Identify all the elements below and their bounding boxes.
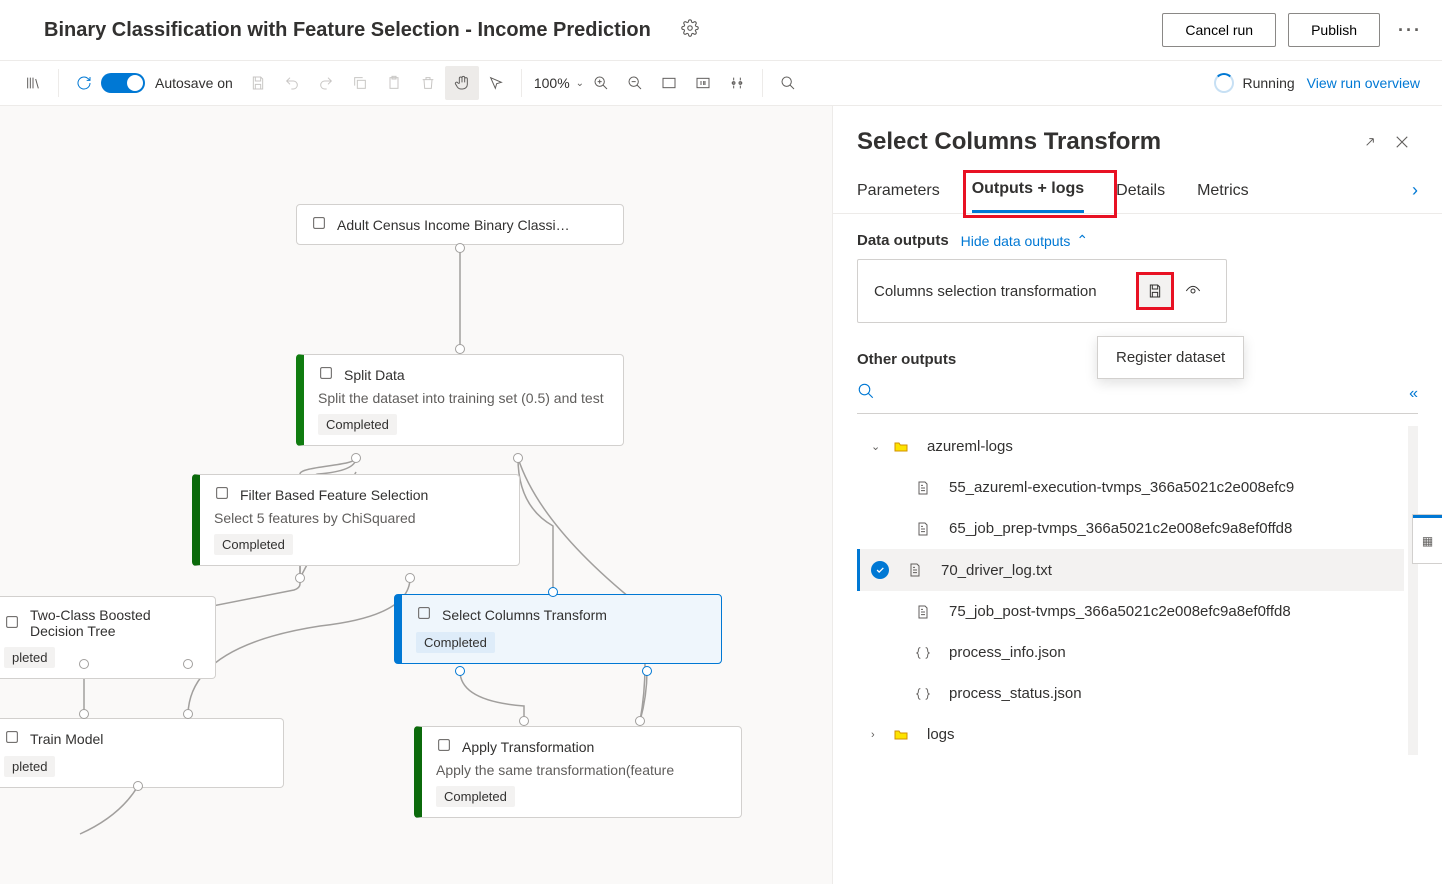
chevron-right-icon: › [871, 729, 887, 741]
outputs-file-tree: ⌄ azureml-logs 55_azureml-execution-tvmp… [857, 426, 1418, 755]
actual-size-icon[interactable] [686, 66, 720, 100]
search-icon [857, 382, 875, 405]
tab-outputs-logs[interactable]: Outputs + logs [972, 168, 1084, 213]
outputs-search[interactable]: « [857, 374, 1418, 414]
node-port[interactable] [351, 453, 361, 463]
folder-icon [893, 727, 913, 743]
node-port[interactable] [79, 709, 89, 719]
delete-icon [411, 66, 445, 100]
preview-output-icon[interactable] [1176, 274, 1210, 308]
node-port[interactable] [548, 587, 558, 597]
toolbar: Autosave on 100% ⌄ Running View run over… [0, 60, 1442, 106]
json-icon [915, 686, 935, 702]
node-port[interactable] [183, 709, 193, 719]
tree-folder-logs[interactable]: › logs [857, 714, 1404, 755]
zoom-level[interactable]: 100% [534, 75, 570, 91]
close-panel-icon[interactable] [1386, 126, 1418, 158]
node-select[interactable]: Select Columns TransformCompleted [394, 594, 722, 664]
tree-file[interactable]: 55_azureml-execution-tvmps_366a5021c2e00… [857, 467, 1404, 508]
title-bar: Binary Classification with Feature Selec… [0, 0, 1442, 60]
publish-button[interactable]: Publish [1288, 13, 1380, 47]
panel-tabs: Parameters Outputs + logs Details Metric… [833, 168, 1442, 214]
data-output-card: Columns selection transformation [857, 259, 1227, 323]
json-icon [915, 645, 935, 661]
chevron-down-icon: ⌄ [871, 440, 887, 453]
node-port[interactable] [455, 243, 465, 253]
node-port[interactable] [295, 573, 305, 583]
check-icon [871, 561, 889, 579]
autosave-toggle[interactable] [101, 73, 145, 93]
tree-folder-azureml-logs[interactable]: ⌄ azureml-logs [857, 426, 1404, 467]
file-icon [915, 480, 935, 496]
details-panel: Select Columns Transform Parameters Outp… [832, 106, 1442, 884]
tree-file[interactable]: process_status.json [857, 673, 1404, 714]
cancel-run-button[interactable]: Cancel run [1162, 13, 1276, 47]
view-run-overview-link[interactable]: View run overview [1307, 75, 1420, 91]
tab-parameters[interactable]: Parameters [857, 170, 940, 212]
save-icon [241, 66, 275, 100]
fit-screen-icon[interactable] [652, 66, 686, 100]
node-port[interactable] [642, 666, 652, 676]
panel-title: Select Columns Transform [857, 128, 1354, 156]
tab-overflow-icon[interactable]: › [1412, 180, 1418, 201]
pipeline-title: Binary Classification with Feature Selec… [44, 19, 651, 42]
file-icon [915, 604, 935, 620]
file-icon [915, 521, 935, 537]
node-dataset[interactable]: Adult Census Income Binary Classi… [296, 204, 624, 245]
node-port[interactable] [79, 659, 89, 669]
redo-icon [309, 66, 343, 100]
node-train[interactable]: Train Modelpleted [0, 718, 284, 788]
node-port[interactable] [635, 716, 645, 726]
tab-metrics[interactable]: Metrics [1197, 170, 1249, 212]
side-tab[interactable]: ▦ [1412, 514, 1442, 564]
node-port[interactable] [405, 573, 415, 583]
search-canvas-icon[interactable] [771, 66, 805, 100]
collapse-tree-icon[interactable]: « [1409, 385, 1418, 403]
paste-icon [377, 66, 411, 100]
tree-file[interactable]: process_info.json [857, 632, 1404, 673]
autolayout-icon[interactable] [720, 66, 754, 100]
node-port[interactable] [455, 344, 465, 354]
zoom-out-icon[interactable] [618, 66, 652, 100]
running-spinner-icon [1214, 73, 1234, 93]
pipeline-canvas[interactable]: Adult Census Income Binary Classi… Split … [0, 106, 832, 884]
register-dataset-button[interactable] [1138, 274, 1172, 308]
node-filter[interactable]: Filter Based Feature SelectionSelect 5 f… [192, 474, 520, 566]
node-port[interactable] [513, 453, 523, 463]
pointer-icon[interactable] [479, 66, 513, 100]
settings-icon[interactable] [681, 19, 699, 42]
run-status: Running [1242, 75, 1294, 91]
zoom-chevron-icon[interactable]: ⌄ [576, 78, 584, 89]
output-label: Columns selection transformation [874, 283, 1134, 300]
data-outputs-label: Data outputs [857, 232, 949, 249]
node-port[interactable] [133, 781, 143, 791]
node-split[interactable]: Split DataSplit the dataset into trainin… [296, 354, 624, 446]
tab-details[interactable]: Details [1116, 170, 1165, 212]
library-icon[interactable] [16, 66, 50, 100]
hide-data-outputs-link[interactable]: Hide data outputs ⌃ [961, 232, 1088, 249]
folder-icon [893, 439, 913, 455]
other-outputs-label: Other outputs [857, 351, 1418, 368]
copy-icon [343, 66, 377, 100]
node-apply[interactable]: Apply TransformationApply the same trans… [414, 726, 742, 818]
zoom-in-icon[interactable] [584, 66, 618, 100]
undo-icon [275, 66, 309, 100]
tree-file[interactable]: 65_job_prep-tvmps_366a5021c2e008efc9a8ef… [857, 508, 1404, 549]
node-port[interactable] [183, 659, 193, 669]
pan-icon[interactable] [445, 66, 479, 100]
refresh-icon[interactable] [67, 66, 101, 100]
node-port[interactable] [455, 666, 465, 676]
expand-panel-icon[interactable] [1354, 126, 1386, 158]
node-port[interactable] [519, 716, 529, 726]
more-menu-icon[interactable]: ··· [1398, 20, 1422, 41]
autosave-label: Autosave on [155, 75, 233, 91]
tree-file[interactable]: 75_job_post-tvmps_366a5021c2e008efc9a8ef… [857, 591, 1404, 632]
file-icon [907, 562, 927, 578]
tree-file-selected[interactable]: 70_driver_log.txt [857, 549, 1404, 591]
